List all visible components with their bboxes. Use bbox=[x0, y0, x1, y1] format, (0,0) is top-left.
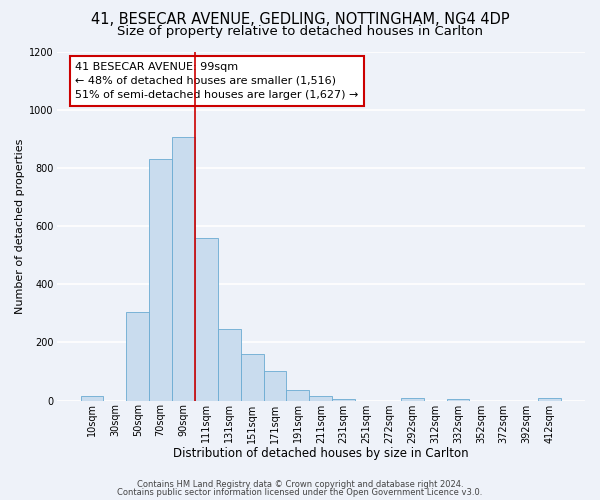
Bar bbox=[538, 398, 561, 400]
Bar bbox=[218, 330, 241, 400]
Text: Contains public sector information licensed under the Open Government Licence v3: Contains public sector information licen… bbox=[118, 488, 482, 497]
Bar bbox=[241, 354, 263, 401]
Bar bbox=[149, 159, 172, 400]
Bar bbox=[127, 312, 149, 400]
Bar bbox=[80, 396, 103, 400]
Text: Size of property relative to detached houses in Carlton: Size of property relative to detached ho… bbox=[117, 25, 483, 38]
Bar bbox=[172, 138, 195, 400]
Y-axis label: Number of detached properties: Number of detached properties bbox=[15, 138, 25, 314]
X-axis label: Distribution of detached houses by size in Carlton: Distribution of detached houses by size … bbox=[173, 447, 469, 460]
Bar bbox=[401, 398, 424, 400]
Text: 41, BESECAR AVENUE, GEDLING, NOTTINGHAM, NG4 4DP: 41, BESECAR AVENUE, GEDLING, NOTTINGHAM,… bbox=[91, 12, 509, 28]
Bar bbox=[195, 238, 218, 400]
Bar bbox=[310, 396, 332, 400]
Text: 41 BESECAR AVENUE: 99sqm
← 48% of detached houses are smaller (1,516)
51% of sem: 41 BESECAR AVENUE: 99sqm ← 48% of detach… bbox=[75, 62, 358, 100]
Text: Contains HM Land Registry data © Crown copyright and database right 2024.: Contains HM Land Registry data © Crown c… bbox=[137, 480, 463, 489]
Bar bbox=[263, 372, 286, 400]
Bar bbox=[286, 390, 310, 400]
Bar bbox=[446, 399, 469, 400]
Bar bbox=[332, 399, 355, 400]
